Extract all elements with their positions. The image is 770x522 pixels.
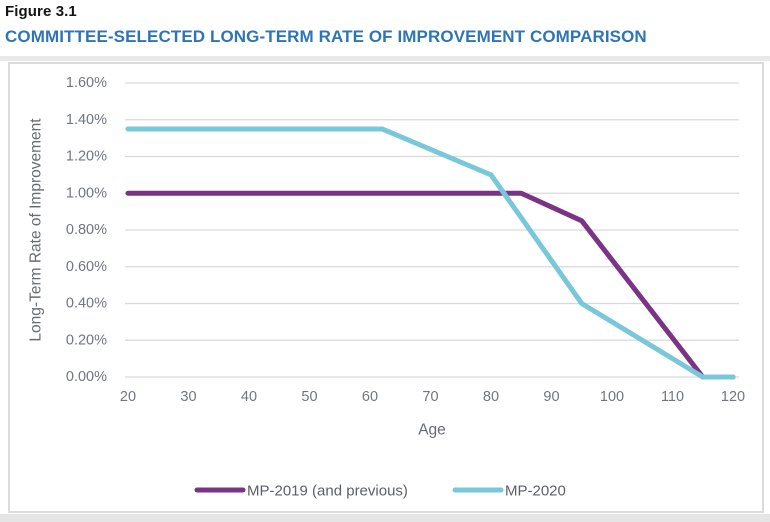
- x-axis-title: Age: [418, 422, 446, 439]
- y-tick-label: 0.40%: [66, 296, 107, 312]
- y-tick-label: 1.00%: [66, 185, 107, 201]
- y-tick-label: 1.20%: [66, 149, 107, 165]
- legend-label: MP-2019 (and previous): [247, 483, 408, 500]
- x-tick-label: 40: [241, 389, 257, 405]
- bottom-divider: [0, 514, 770, 522]
- series-line-mp-2019-and-previous: [125, 190, 736, 380]
- legend-label: MP-2020: [505, 483, 566, 500]
- x-tick-label: 30: [180, 389, 196, 405]
- y-axis-title: Long-Term Rate of Improvement: [28, 118, 45, 342]
- x-tick-label: 60: [362, 389, 378, 405]
- series-line-mp-2020: [125, 126, 736, 380]
- x-tick-label: 100: [600, 389, 624, 405]
- y-tick-label: 0.00%: [66, 369, 107, 385]
- figure-title: COMMITTEE-SELECTED LONG-TERM RATE OF IMP…: [5, 27, 647, 46]
- y-tick-label: 0.80%: [66, 222, 107, 238]
- y-tick-label: 0.20%: [66, 332, 107, 348]
- chart-frame: [8, 62, 764, 513]
- x-tick-label: 120: [721, 389, 745, 405]
- x-tick-label: 50: [301, 389, 317, 405]
- y-tick-label: 1.60%: [66, 75, 107, 91]
- x-tick-label: 20: [120, 389, 136, 405]
- y-tick-label: 0.60%: [66, 259, 107, 275]
- top-divider: [0, 56, 770, 61]
- x-tick-label: 80: [483, 389, 499, 405]
- y-tick-label: 1.40%: [66, 112, 107, 128]
- figure-label: Figure 3.1: [5, 3, 77, 20]
- x-tick-label: 110: [661, 389, 684, 405]
- x-tick-label: 90: [543, 389, 559, 405]
- x-tick-label: 70: [422, 389, 438, 405]
